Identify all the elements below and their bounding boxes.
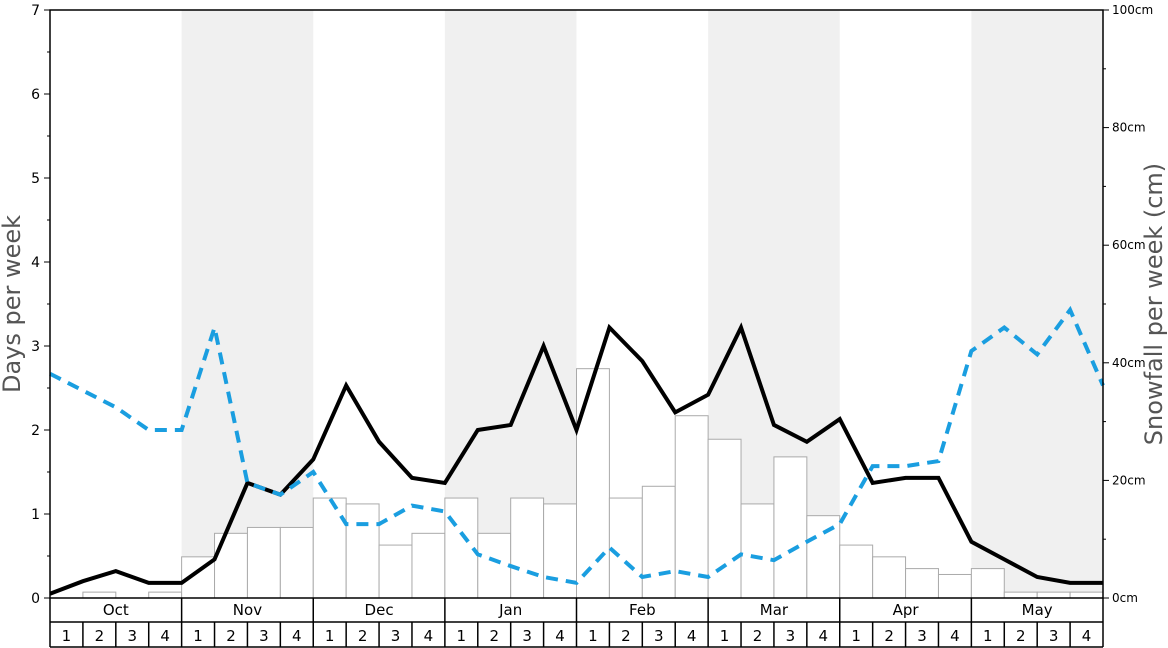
right-tick-label: 20cm	[1112, 473, 1146, 487]
snowfall-bar	[477, 532, 512, 599]
snowfall-bar	[246, 526, 281, 599]
left-axis: 0 1 2 3 4 5 6 7	[31, 3, 50, 607]
week-label: 2	[753, 627, 763, 645]
left-tick-label: 7	[31, 3, 40, 19]
snowfall-bar	[608, 497, 643, 599]
left-tick-label: 1	[31, 507, 40, 523]
month-background-bands	[181, 10, 1103, 598]
month-label: Mar	[760, 601, 789, 619]
week-label: 1	[851, 627, 861, 645]
week-label: 2	[226, 627, 236, 645]
snowfall-bar	[641, 485, 676, 599]
snowfall-bar	[1036, 591, 1071, 599]
snowfall-bar	[1069, 591, 1104, 599]
snowfall-bar	[444, 497, 479, 599]
right-tick-label: 40cm	[1112, 356, 1146, 370]
week-label: 3	[127, 627, 137, 645]
snowfall-bar	[773, 456, 808, 599]
week-label: 2	[621, 627, 631, 645]
left-tick-label: 2	[31, 423, 40, 439]
week-label: 4	[160, 627, 170, 645]
week-label: 3	[1049, 627, 1059, 645]
month-label: Jan	[498, 601, 522, 619]
snowfall-bar	[1003, 591, 1038, 599]
left-tick-label: 4	[31, 255, 40, 271]
week-label: 4	[292, 627, 302, 645]
snowfall-bar	[411, 532, 446, 599]
week-label: 3	[786, 627, 796, 645]
right-axis-title: Snowfall per week (cm)	[1140, 163, 1168, 445]
week-label: 2	[358, 627, 368, 645]
week-label: 4	[819, 627, 829, 645]
right-tick-label: 60cm	[1112, 238, 1146, 252]
snowfall-bar	[576, 368, 610, 599]
week-label: 4	[424, 627, 434, 645]
week-label: 2	[489, 627, 499, 645]
snowfall-bar	[148, 591, 183, 599]
snowfall-bar	[872, 556, 907, 599]
snowfall-bar	[82, 591, 117, 599]
week-label: 1	[325, 627, 335, 645]
snowfall-bar	[510, 497, 545, 599]
left-tick-label: 5	[31, 171, 40, 187]
week-label: 4	[687, 627, 697, 645]
snowfall-bar	[345, 503, 380, 599]
week-label: 4	[950, 627, 960, 645]
snowfall-bar	[312, 497, 347, 599]
dashed-series-line	[49, 305, 1105, 586]
snowfall-bar	[839, 544, 874, 599]
week-axis: 1 2 3 4 1 2 3 4 1 2 3 4 1 2 3 4 1 2 3 4 1 2 3 4 1 2 3 4 1 2 3 4	[49, 622, 1104, 648]
snowfall-bars	[82, 368, 1104, 599]
snowfall-bar	[970, 568, 1005, 599]
month-label: Nov	[233, 601, 262, 619]
left-tick-label: 3	[31, 339, 40, 355]
solid-series-line	[49, 322, 1103, 596]
left-tick-label: 6	[31, 87, 40, 103]
week-label: 2	[95, 627, 105, 645]
week-label: 1	[62, 627, 72, 645]
month-label: May	[1022, 601, 1053, 619]
month-label: Apr	[893, 601, 920, 619]
week-label: 1	[193, 627, 203, 645]
week-label: 3	[522, 627, 532, 645]
shaded-band-nov	[181, 10, 314, 598]
week-label: 1	[588, 627, 598, 645]
month-label: Oct	[103, 601, 129, 619]
month-label: Dec	[365, 601, 394, 619]
left-tick-label: 0	[31, 591, 40, 607]
right-axis: 0cm 20cm 40cm 60cm 80cm 100cm	[1103, 3, 1153, 605]
week-label: 4	[555, 627, 565, 645]
week-label: 1	[983, 627, 993, 645]
snowfall-bar	[740, 503, 775, 599]
week-label: 3	[917, 627, 927, 645]
week-label: 1	[720, 627, 730, 645]
week-label: 2	[1016, 627, 1026, 645]
month-label: Feb	[629, 601, 656, 619]
shaded-band-may	[971, 10, 1103, 598]
right-tick-label: 0cm	[1112, 591, 1138, 605]
right-tick-label: 80cm	[1112, 121, 1146, 135]
week-label: 3	[654, 627, 664, 645]
month-axis: Oct Nov Dec Jan Feb Mar Apr May	[49, 598, 1104, 623]
week-label: 4	[1082, 627, 1092, 645]
week-label: 2	[884, 627, 894, 645]
week-label: 3	[391, 627, 401, 645]
week-label: 1	[457, 627, 467, 645]
snowfall-bar	[674, 415, 709, 599]
snowfall-bar	[279, 526, 314, 599]
week-label: 3	[259, 627, 269, 645]
series-lines	[49, 305, 1105, 596]
snowfall-bar	[707, 438, 742, 599]
snowfall-bar	[905, 568, 939, 599]
snowfall-bar	[806, 515, 841, 599]
snowfall-bar	[378, 544, 413, 599]
left-axis-title: Days per week	[0, 215, 26, 393]
snowfall-bar	[937, 573, 972, 599]
right-tick-label: 100cm	[1112, 3, 1153, 17]
